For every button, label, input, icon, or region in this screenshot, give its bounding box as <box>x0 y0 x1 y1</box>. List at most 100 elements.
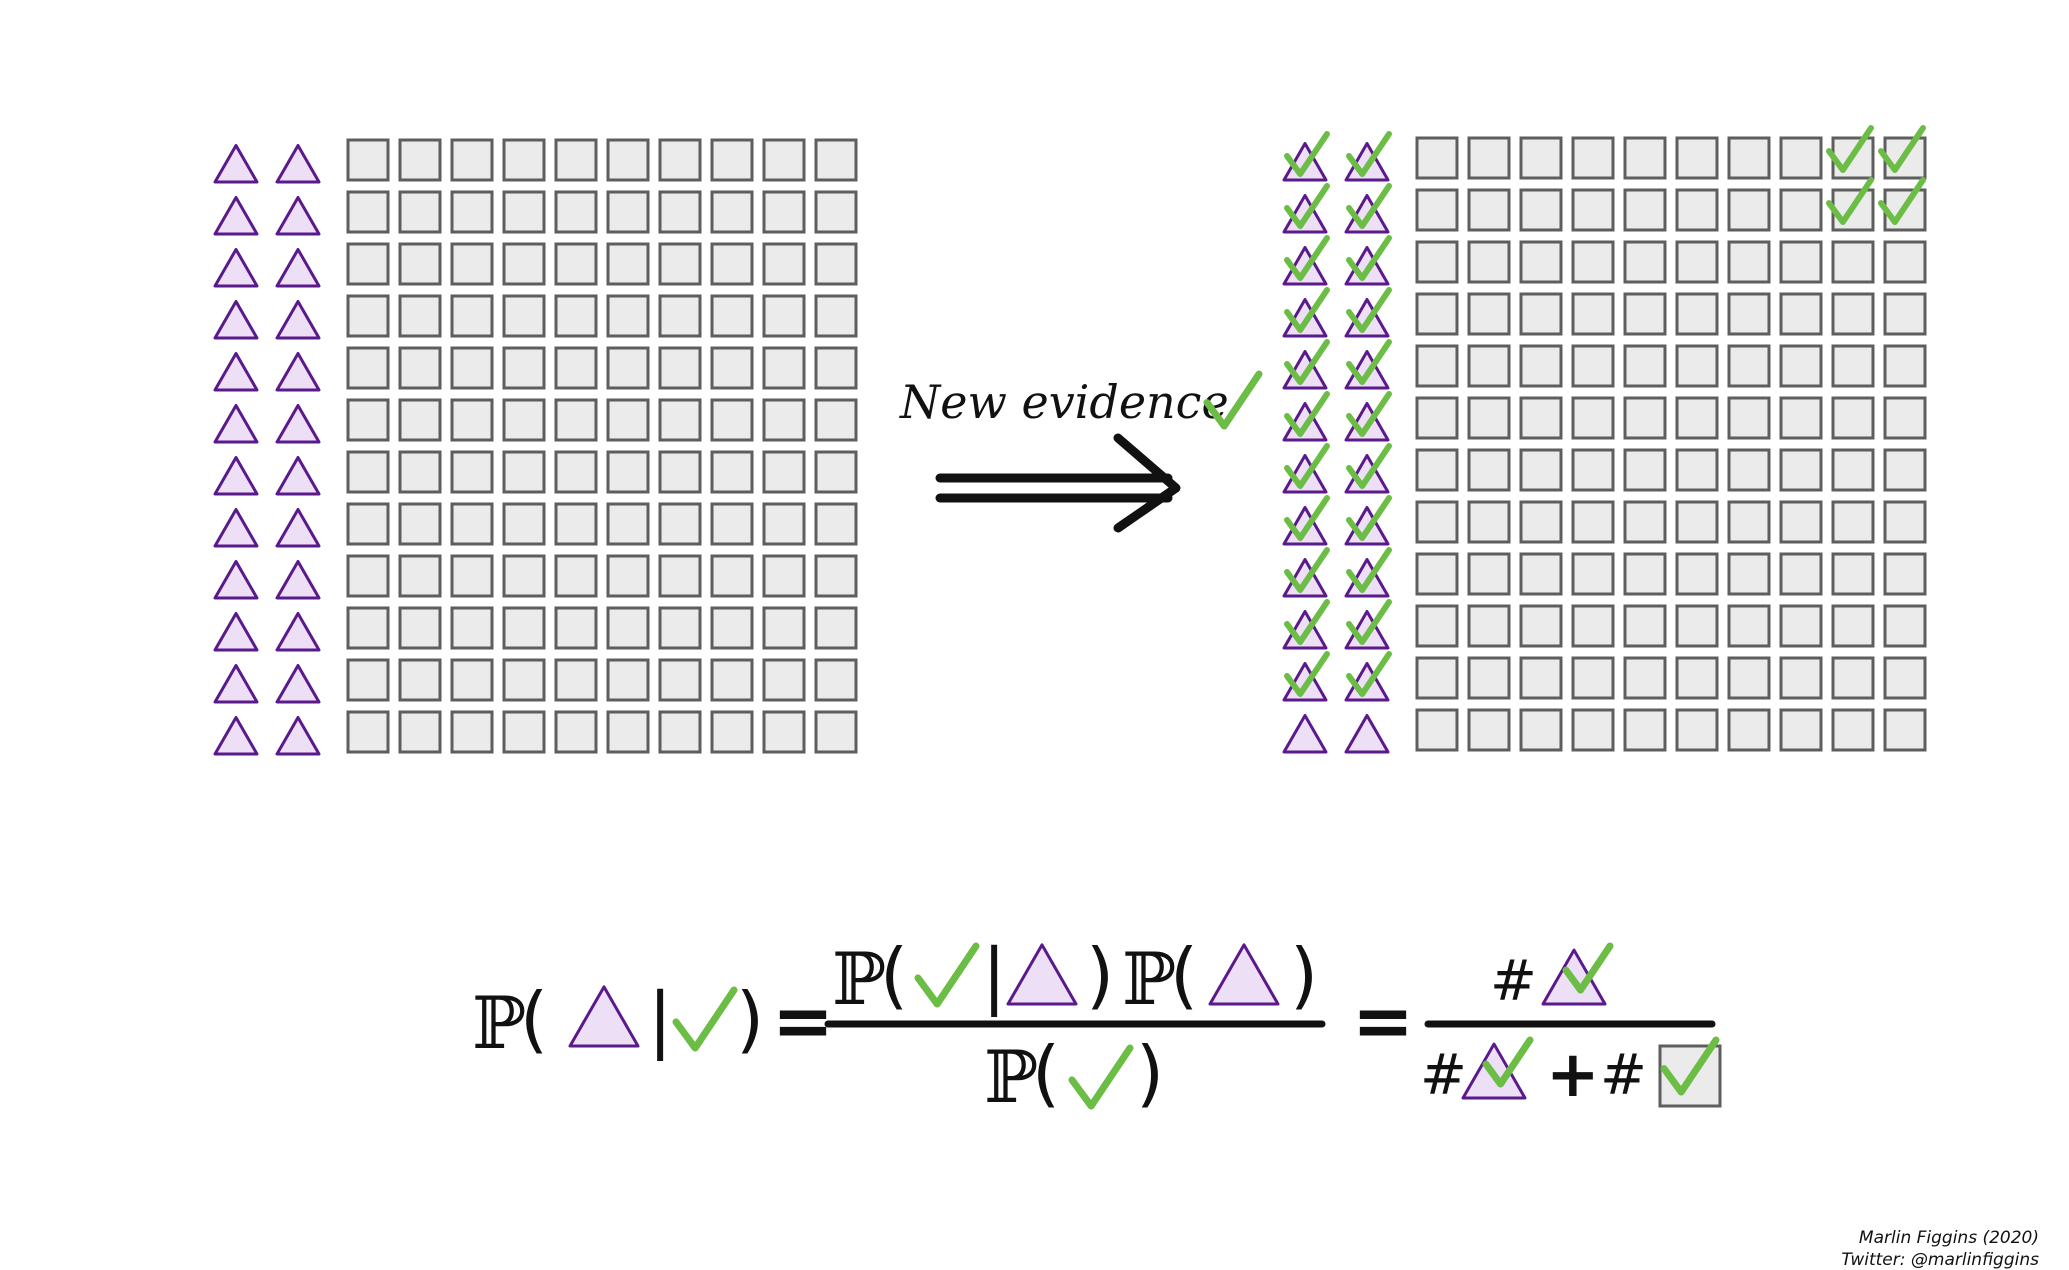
square-icon <box>710 606 754 650</box>
square-icon <box>1467 656 1511 700</box>
square-icon <box>1623 500 1667 544</box>
square-icon <box>762 710 806 754</box>
check-icon <box>1284 287 1330 333</box>
square-icon <box>398 242 442 286</box>
square-icon <box>762 554 806 598</box>
formula-check-icon <box>1562 942 1614 994</box>
formula-equals: = <box>1352 978 1414 1064</box>
triangle-icon <box>213 507 259 548</box>
square-icon <box>398 502 442 546</box>
check-icon <box>1284 131 1330 177</box>
square-icon <box>1623 240 1667 284</box>
square-icon <box>398 294 442 338</box>
square-icon <box>814 658 858 702</box>
square-icon <box>606 658 650 702</box>
square-icon <box>814 502 858 546</box>
bayes-formula: ℙ(|) =ℙ(|) ℙ()ℙ()= ## + # <box>472 933 1722 1119</box>
square-icon <box>710 242 754 286</box>
square-icon <box>658 450 702 494</box>
square-icon <box>1779 292 1823 336</box>
triangle-icon <box>213 455 259 496</box>
square-icon <box>1571 500 1615 544</box>
square-icon <box>1467 708 1511 752</box>
formula-p-symbol: ℙ <box>1122 937 1176 1021</box>
square-icon <box>1675 708 1719 752</box>
square-icon <box>1571 344 1615 388</box>
square-icon <box>502 346 546 390</box>
square-icon <box>398 190 442 234</box>
formula-close-paren: ) <box>736 977 764 1061</box>
square-icon <box>606 398 650 442</box>
triangle-icon <box>213 351 259 392</box>
square-icon <box>1415 344 1459 388</box>
square-icon <box>1675 396 1719 440</box>
square-icon <box>710 138 754 182</box>
square-icon <box>1883 240 1927 284</box>
check-icon <box>1284 443 1330 489</box>
square-icon <box>606 710 650 754</box>
square-icon <box>502 658 546 702</box>
square-icon <box>1571 292 1615 336</box>
square-icon <box>1467 500 1511 544</box>
square-icon <box>814 398 858 442</box>
square-icon <box>1623 344 1667 388</box>
square-icon <box>606 346 650 390</box>
square-icon <box>398 398 442 442</box>
square-icon <box>1831 292 1875 336</box>
right-population-grid <box>1282 125 1927 754</box>
square-icon <box>554 606 598 650</box>
formula-check-icon <box>1482 1036 1534 1088</box>
check-icon <box>1346 391 1392 437</box>
square-icon <box>1675 188 1719 232</box>
triangle-icon <box>275 715 321 756</box>
square-icon <box>606 138 650 182</box>
square-icon <box>762 242 806 286</box>
square-icon <box>1831 708 1875 752</box>
formula-close-paren: ) <box>1290 933 1318 1017</box>
square-icon <box>1727 552 1771 596</box>
square-icon <box>1623 708 1667 752</box>
square-icon <box>554 190 598 234</box>
check-icon <box>1346 443 1392 489</box>
formula-hash: # <box>1490 949 1537 1014</box>
square-icon <box>658 658 702 702</box>
square-icon <box>502 398 546 442</box>
formula-check-icon <box>1068 1044 1134 1110</box>
formula-triangle-icon <box>568 985 640 1048</box>
square-icon <box>502 294 546 338</box>
formula-triangle-icon <box>1208 943 1280 1006</box>
square-icon <box>1675 344 1719 388</box>
square-icon <box>1571 448 1615 492</box>
square-icon <box>1571 708 1615 752</box>
check-icon <box>1346 547 1392 593</box>
check-icon <box>1878 177 1926 225</box>
square-icon <box>398 658 442 702</box>
square-icon <box>502 450 546 494</box>
square-icon <box>1883 448 1927 492</box>
square-icon <box>554 138 598 182</box>
square-icon <box>1571 396 1615 440</box>
triangle-icon <box>275 143 321 184</box>
square-icon <box>658 554 702 598</box>
square-icon <box>346 242 390 286</box>
square-icon <box>1415 500 1459 544</box>
square-icon <box>1519 136 1563 180</box>
check-icon <box>1346 183 1392 229</box>
square-icon <box>1415 188 1459 232</box>
square-icon <box>346 502 390 546</box>
check-icon <box>1284 651 1330 697</box>
square-icon <box>1519 500 1563 544</box>
square-icon <box>1883 604 1927 648</box>
formula-open-paren: ( <box>520 977 548 1061</box>
square-icon <box>658 294 702 338</box>
square-icon <box>762 658 806 702</box>
triangle-icon <box>213 247 259 288</box>
square-icon <box>1467 188 1511 232</box>
new-evidence-arrow: New evidence <box>899 370 1263 533</box>
triangle-icon <box>213 715 259 756</box>
square-icon <box>554 294 598 338</box>
square-icon <box>1831 656 1875 700</box>
square-icon <box>814 450 858 494</box>
square-icon <box>814 554 858 598</box>
square-icon <box>398 450 442 494</box>
